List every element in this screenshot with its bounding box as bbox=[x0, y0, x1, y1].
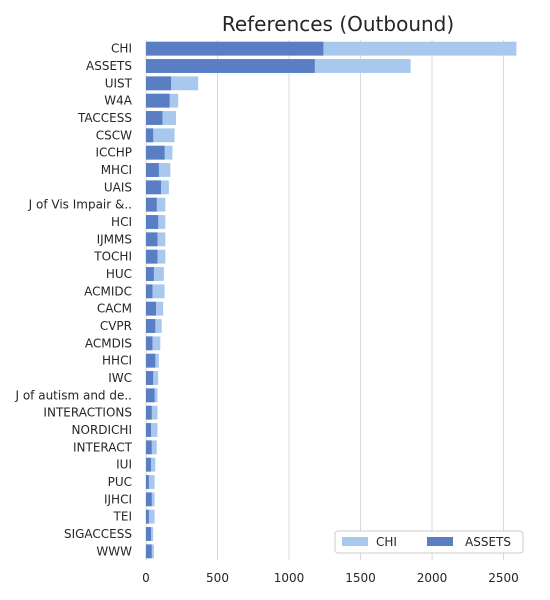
bars bbox=[146, 41, 517, 559]
bar-assets-cscw bbox=[146, 128, 154, 143]
y-tick-label: CSCW bbox=[96, 128, 132, 142]
x-tick-label: 2500 bbox=[488, 571, 519, 585]
y-tick-label: IJMMS bbox=[97, 232, 132, 246]
y-tick-label: INTERACT bbox=[73, 440, 133, 454]
x-tick-label: 500 bbox=[206, 571, 229, 585]
bar-chi-interactions bbox=[146, 405, 158, 420]
y-tick-label: UAIS bbox=[104, 180, 132, 194]
legend: CHI ASSETS bbox=[334, 530, 524, 554]
bar-assets-sigaccess bbox=[146, 527, 152, 541]
legend-label-assets: ASSETS bbox=[465, 535, 511, 549]
bar-assets-j-of-vis-impair bbox=[146, 197, 157, 212]
bar-assets-acmidc bbox=[146, 284, 153, 299]
bar-assets-acmdis bbox=[146, 336, 153, 351]
y-tick-label: TOCHI bbox=[93, 250, 132, 264]
y-tick-label: IUI bbox=[116, 458, 132, 472]
bar-chi-nordichi bbox=[146, 423, 158, 437]
bar-assets-hci bbox=[146, 215, 159, 229]
legend-swatch-assets bbox=[427, 537, 453, 546]
bar-assets-ijmms bbox=[146, 232, 158, 247]
y-tick-label: CVPR bbox=[100, 319, 132, 333]
x-tick-label: 1000 bbox=[274, 571, 305, 585]
bar-assets-assets bbox=[146, 59, 315, 73]
bar-assets-interact bbox=[146, 440, 152, 455]
y-tick-label: WWW bbox=[96, 544, 132, 558]
x-tick-label: 2000 bbox=[417, 571, 448, 585]
y-tick-label: PUC bbox=[108, 475, 132, 489]
bar-assets-iwc bbox=[146, 371, 154, 385]
y-tick-label: ASSETS bbox=[86, 59, 132, 73]
y-tick-label: HHCI bbox=[102, 354, 132, 368]
y-tick-label: ACMIDC bbox=[84, 284, 132, 298]
y-tick-label: IWC bbox=[108, 371, 132, 385]
bar-assets-w4a bbox=[146, 93, 170, 108]
bar-assets-cacm bbox=[146, 301, 157, 316]
x-tick-labels: 0 500 1000 1500 2000 2500 bbox=[142, 571, 519, 585]
y-tick-label: IJHCI bbox=[104, 492, 132, 506]
chart-title: References (Outbound) bbox=[222, 12, 454, 36]
bar-assets-chi bbox=[146, 41, 324, 56]
bar-assets-tei bbox=[146, 509, 149, 524]
bar-assets-www bbox=[146, 544, 152, 559]
bar-assets-huc bbox=[146, 267, 154, 281]
bar-assets-nordichi bbox=[146, 423, 152, 437]
bar-assets-tochi bbox=[146, 249, 158, 264]
y-tick-label: TEI bbox=[113, 510, 132, 524]
legend-label-chi: CHI bbox=[376, 535, 397, 549]
bar-chi-puc bbox=[146, 475, 155, 489]
bar-assets-interactions bbox=[146, 405, 152, 420]
bar-assets-cvpr bbox=[146, 319, 156, 333]
y-tick-label: ACMDIS bbox=[85, 336, 132, 350]
bar-assets-mhci bbox=[146, 163, 159, 177]
y-tick-label: MHCI bbox=[101, 163, 132, 177]
y-tick-label: INTERACTIONS bbox=[43, 406, 132, 420]
x-tick-label: 1500 bbox=[345, 571, 376, 585]
bar-assets-puc bbox=[146, 475, 149, 489]
y-tick-label: HCI bbox=[111, 215, 132, 229]
y-tick-label: W4A bbox=[104, 94, 133, 108]
bar-assets-icchp bbox=[146, 145, 165, 160]
y-tick-label: CACM bbox=[97, 302, 132, 316]
y-tick-labels: CHI ASSETS UIST W4A TACCESS CSCW ICCHP MHCI UAIS… bbox=[14, 42, 132, 559]
bar-assets-hhci bbox=[146, 353, 156, 368]
gridlines bbox=[145, 40, 505, 560]
y-tick-label: UIST bbox=[105, 76, 133, 90]
bar-assets-uais bbox=[146, 180, 162, 195]
y-tick-label: HUC bbox=[106, 267, 132, 281]
bar-assets-ijhci bbox=[146, 492, 152, 507]
y-tick-label: CHI bbox=[111, 42, 132, 56]
y-tick-label: TACCESS bbox=[77, 111, 132, 125]
y-tick-label: J of Vis Impair &.. bbox=[28, 198, 132, 212]
bar-assets-j-of-autism-and-de bbox=[146, 388, 155, 403]
bar-assets-taccess bbox=[146, 111, 163, 125]
bar-chi-tei bbox=[146, 509, 155, 524]
y-tick-label: NORDICHI bbox=[72, 423, 132, 437]
x-tick-label: 0 bbox=[142, 571, 150, 585]
y-tick-label: J of autism and de.. bbox=[14, 388, 132, 402]
y-tick-label: ICCHP bbox=[95, 146, 132, 160]
bar-assets-uist bbox=[146, 76, 172, 91]
bar-assets-iui bbox=[146, 457, 152, 472]
y-tick-label: SIGACCESS bbox=[64, 527, 132, 541]
legend-swatch-chi bbox=[342, 537, 368, 546]
